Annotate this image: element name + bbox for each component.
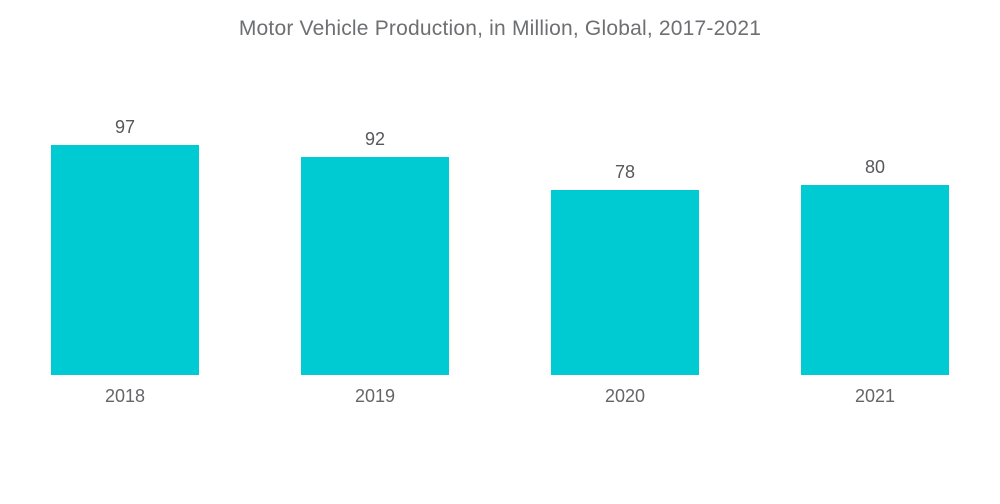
x-axis-label: 2018: [104, 386, 146, 406]
bar-group-2020: 78 2020: [500, 0, 750, 504]
bar-area-2019: 92: [250, 0, 500, 375]
bar-group-2018: 97 2018: [0, 0, 250, 504]
bar-area-2021: 80: [750, 0, 1000, 375]
bar-area-2020: 78: [500, 0, 750, 375]
bar-area-2018: 97: [0, 0, 250, 375]
bar-2019[interactable]: [301, 157, 449, 375]
chart-title: Motor Vehicle Production, in Million, Gl…: [238, 17, 762, 40]
x-axis-label: 2019: [354, 386, 396, 406]
bar-2020[interactable]: [551, 190, 699, 375]
bar-2018[interactable]: [51, 145, 199, 375]
bar-group-2021: 80 2021: [750, 0, 1000, 504]
bar-value-label: 78: [614, 162, 636, 182]
x-axis-label: 2021: [854, 386, 896, 406]
bar-value-label: 80: [864, 157, 886, 177]
bar-group-2019: 92 2019: [250, 0, 500, 504]
bar-value-label: 92: [364, 129, 386, 149]
bar-value-label: 97: [114, 117, 136, 137]
bar-2021[interactable]: [801, 185, 949, 375]
x-axis-label: 2020: [604, 386, 646, 406]
